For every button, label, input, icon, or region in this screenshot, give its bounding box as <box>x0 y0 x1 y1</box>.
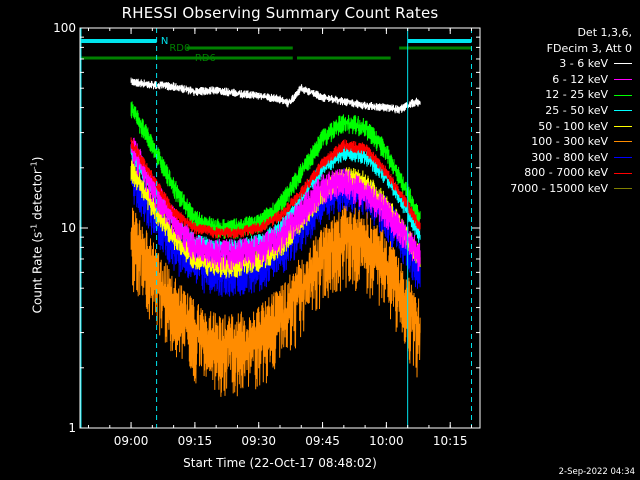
y-axis-label-tail-exp: -1 <box>29 161 39 170</box>
series-6-12-kev <box>130 137 421 272</box>
y-axis-label-tail: detector <box>30 169 45 224</box>
series-3-6-kev <box>130 77 421 114</box>
legend-swatch <box>614 110 632 112</box>
n-marker-label: N <box>161 36 168 47</box>
legend-item: 12 - 25 keV <box>510 87 632 103</box>
series-100-300-kev <box>130 205 421 397</box>
legend-item: 50 - 100 keV <box>510 119 632 135</box>
y-tick-label-0: 1 <box>68 421 76 435</box>
legend-item: 100 - 300 keV <box>510 134 632 150</box>
chart-title: RHESSI Observing Summary Count Rates <box>121 4 439 22</box>
legend-item-label: 100 - 300 keV <box>531 135 608 149</box>
axes: 09:00 09:15 09:30 09:45 10:00 10:15 1 10 100 <box>53 21 481 448</box>
legend-swatch <box>614 94 632 96</box>
y-axis-label-exp: -1 <box>29 223 39 232</box>
legend-swatch <box>614 188 632 190</box>
rd0-marker-label: RD0 <box>169 43 190 54</box>
legend-item: 25 - 50 keV <box>510 103 632 119</box>
y-axis-label-main: Count Rate (s <box>30 231 45 314</box>
y-axis-label-close: ) <box>30 156 45 162</box>
legend-item: 300 - 800 keV <box>510 150 632 166</box>
legend-item-label: 300 - 800 keV <box>531 150 608 164</box>
legend-header-line-2: FDecim 3, Att 0 <box>546 41 632 55</box>
legend: Det 1,3,6, FDecim 3, Att 0 3 - 6 keV 6 - … <box>510 25 632 197</box>
legend-item-label: 6 - 12 keV <box>552 72 608 86</box>
x-tick-label-4: 10:00 <box>369 434 404 448</box>
legend-item-label: 3 - 6 keV <box>559 57 608 71</box>
legend-swatch <box>614 157 632 159</box>
x-axis-label: Start Time (22-Oct-17 08:48:02) <box>183 456 377 470</box>
rd6-marker-label: RD6 <box>195 53 216 64</box>
legend-header-line-1: Det 1,3,6, <box>577 26 632 39</box>
x-tick-label-1: 09:15 <box>178 434 213 448</box>
legend-item-label: 25 - 50 keV <box>545 103 608 117</box>
legend-item-label: 800 - 7000 keV <box>524 166 608 180</box>
legend-swatch <box>614 63 632 65</box>
series-800-7000-kev <box>130 137 421 239</box>
x-tick-label-2: 09:30 <box>241 434 276 448</box>
legend-item: 7000 - 15000 keV <box>510 181 632 197</box>
legend-item-label: 12 - 25 keV <box>545 88 608 102</box>
y-tick-label-1: 10 <box>61 221 76 235</box>
legend-item: 3 - 6 keV <box>510 56 632 72</box>
legend-swatch <box>614 79 632 81</box>
legend-item-label: 7000 - 15000 keV <box>510 181 608 195</box>
y-axis-label: Count Rate (s-1 detector-1) <box>30 157 45 314</box>
legend-swatch <box>614 172 632 174</box>
x-tick-label-3: 09:45 <box>305 434 340 448</box>
footer-timestamp: 2-Sep-2022 04:34 <box>558 467 635 477</box>
series-12-25-kev <box>130 101 421 239</box>
x-tick-label-5: 10:15 <box>433 434 468 448</box>
x-tick-label-0: 09:00 <box>114 434 149 448</box>
legend-item: 6 - 12 keV <box>510 72 632 88</box>
y-tick-label-2: 100 <box>53 21 76 35</box>
legend-swatch <box>614 141 632 143</box>
legend-swatch <box>614 125 632 127</box>
legend-item-label: 50 - 100 keV <box>538 119 608 133</box>
legend-item: 800 - 7000 keV <box>510 165 632 181</box>
